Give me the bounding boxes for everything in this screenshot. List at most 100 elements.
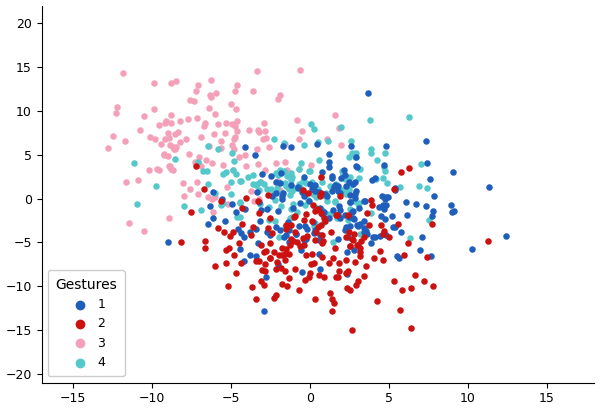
1 [327, 173, 337, 179]
4 [302, 180, 311, 187]
1 [320, 191, 330, 198]
2 [316, 210, 325, 216]
2 [311, 229, 321, 236]
4 [199, 167, 208, 174]
1 [253, 240, 263, 247]
2 [290, 229, 300, 236]
2 [316, 222, 326, 228]
2 [248, 224, 257, 230]
3 [241, 162, 250, 169]
1 [361, 197, 370, 204]
4 [320, 192, 329, 199]
4 [355, 231, 365, 237]
3 [210, 194, 220, 200]
1 [302, 226, 312, 232]
4 [340, 188, 350, 194]
4 [294, 165, 304, 172]
2 [332, 212, 341, 218]
2 [317, 232, 326, 238]
3 [275, 92, 285, 99]
2 [225, 233, 235, 240]
3 [166, 163, 175, 169]
4 [279, 167, 289, 174]
2 [320, 218, 329, 224]
1 [251, 226, 261, 232]
2 [247, 231, 256, 238]
3 [221, 120, 230, 127]
3 [193, 158, 202, 165]
1 [353, 242, 362, 248]
1 [374, 204, 384, 210]
4 [273, 172, 283, 178]
2 [232, 270, 241, 277]
4 [346, 206, 355, 212]
3 [200, 120, 210, 126]
3 [264, 144, 274, 151]
1 [381, 194, 391, 201]
1 [300, 223, 310, 230]
4 [303, 196, 313, 203]
1 [291, 230, 301, 237]
3 [192, 115, 202, 122]
1 [296, 246, 306, 253]
3 [281, 159, 290, 165]
4 [367, 150, 376, 157]
1 [315, 232, 325, 238]
4 [286, 169, 296, 176]
1 [325, 215, 334, 221]
1 [447, 209, 457, 215]
2 [404, 164, 414, 171]
3 [216, 138, 226, 145]
1 [339, 167, 349, 173]
4 [229, 158, 239, 164]
1 [308, 218, 318, 225]
4 [248, 172, 257, 178]
1 [412, 201, 421, 208]
1 [334, 187, 343, 194]
2 [359, 272, 368, 279]
2 [406, 285, 416, 291]
4 [270, 218, 280, 225]
4 [404, 114, 414, 121]
2 [214, 225, 223, 231]
4 [280, 224, 290, 231]
2 [355, 253, 365, 260]
2 [343, 285, 352, 291]
2 [329, 300, 339, 307]
1 [485, 183, 494, 190]
4 [276, 203, 286, 209]
1 [266, 173, 276, 180]
2 [364, 222, 374, 228]
1 [245, 229, 255, 235]
4 [355, 166, 365, 173]
1 [377, 212, 386, 219]
1 [380, 196, 390, 202]
4 [373, 157, 382, 163]
1 [272, 223, 281, 230]
4 [210, 190, 220, 196]
4 [213, 145, 223, 152]
1 [322, 193, 331, 199]
1 [371, 234, 380, 240]
3 [119, 70, 128, 76]
4 [346, 182, 356, 188]
4 [235, 200, 244, 206]
2 [410, 272, 420, 278]
3 [193, 178, 202, 185]
1 [299, 237, 308, 243]
1 [347, 209, 357, 215]
3 [256, 178, 266, 185]
3 [253, 160, 263, 167]
2 [343, 211, 353, 218]
2 [256, 277, 266, 284]
1 [275, 179, 285, 186]
1 [218, 196, 227, 203]
4 [338, 171, 348, 177]
1 [418, 233, 427, 240]
3 [260, 128, 270, 134]
1 [366, 239, 376, 246]
3 [280, 141, 290, 147]
1 [308, 182, 318, 189]
3 [160, 120, 170, 127]
2 [303, 190, 313, 196]
